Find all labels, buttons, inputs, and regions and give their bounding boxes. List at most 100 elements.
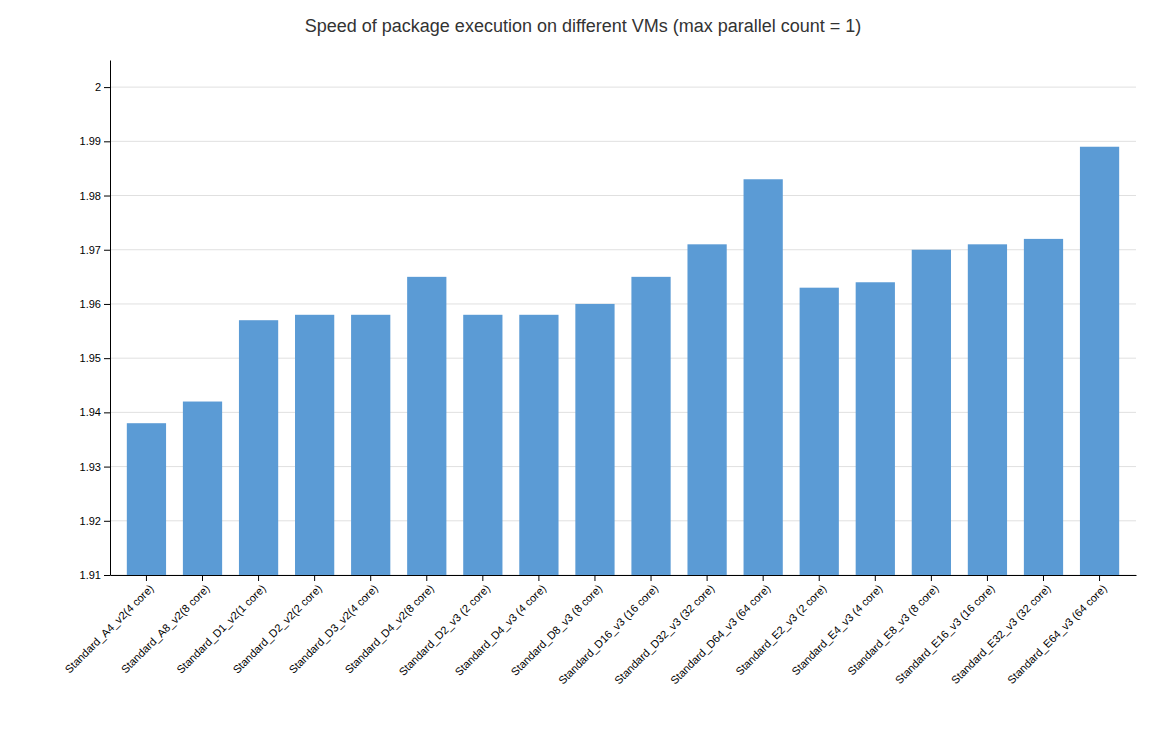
x-tick-label: Standard_D1_v2(1 core): [174, 582, 268, 676]
x-tick-mark: [202, 575, 203, 581]
y-tick-mark: [104, 575, 110, 576]
x-axis: Standard_A4_v2(4 core)Standard_A8_v2(8 c…: [63, 575, 1137, 687]
bar: [1024, 239, 1063, 575]
y-tick: 1.92: [80, 515, 110, 527]
bar: [239, 320, 278, 575]
x-tick: Standard_D32_v3 (32 core): [612, 575, 716, 687]
y-tick: 1.98: [80, 190, 110, 202]
x-tick-mark: [1043, 575, 1044, 581]
x-tick: Standard_E32_v3 (32 core): [949, 575, 1053, 686]
bar: [631, 277, 670, 575]
y-tick-label: 1.91: [80, 569, 101, 581]
bar: [407, 277, 446, 575]
title: Speed of package execution on different …: [305, 16, 862, 36]
x-tick-mark: [482, 575, 483, 581]
x-tick-mark: [538, 575, 539, 581]
x-tick-mark: [875, 575, 876, 581]
x-tick: Standard_D16_v3 (16 core): [556, 575, 660, 687]
x-tick-mark: [707, 575, 708, 581]
x-tick-mark: [258, 575, 259, 581]
x-tick-label: Standard_E2_v3 (2 core): [733, 582, 828, 677]
x-tick: Standard_E4_v3 (4 core): [789, 575, 884, 677]
bar: [856, 282, 895, 575]
y-tick-label: 1.93: [80, 461, 101, 473]
bar: [912, 250, 951, 575]
x-tick-label: Standard_D4_v2(8 core): [342, 582, 436, 676]
y-tick-label: 1.92: [80, 515, 101, 527]
bar: [687, 244, 726, 575]
bar: [968, 244, 1007, 575]
y-tick-label: 2: [95, 81, 101, 93]
chart: 1.911.921.931.941.951.961.971.981.992Sta…: [0, 0, 1166, 735]
x-tick-label: Standard_A8_v2(8 core): [119, 582, 212, 675]
y-tick-mark: [104, 467, 110, 468]
x-tick-label: Standard_A4_v2(4 core): [63, 582, 156, 675]
x-tick: Standard_D2_v3 (2 core): [396, 575, 492, 678]
x-tick: Standard_E8_v3 (8 core): [845, 575, 940, 677]
bars: [127, 147, 1119, 575]
grid: [110, 87, 1136, 575]
bar: [183, 402, 222, 575]
x-tick-mark: [987, 575, 988, 581]
grid-line: [110, 87, 1136, 88]
plot: 1.911.921.931.941.951.961.971.981.992Sta…: [63, 61, 1137, 687]
x-tick: Standard_E16_v3 (16 core): [893, 575, 997, 686]
x-tick: Standard_D8_v3 (8 core): [508, 575, 604, 678]
x-tick: Standard_D4_v3 (4 core): [452, 575, 548, 678]
x-tick-mark: [146, 575, 147, 581]
x-tick-mark: [763, 575, 764, 581]
y-axis: 1.911.921.931.941.951.961.971.981.992: [80, 61, 111, 582]
x-tick-mark: [931, 575, 932, 581]
y-tick-mark: [104, 196, 110, 197]
x-tick-label: Standard_D64_v3 (64 core): [668, 582, 772, 686]
grid-line: [110, 195, 1136, 196]
bar: [295, 315, 334, 575]
x-tick-label: Standard_E4_v3 (4 core): [789, 582, 884, 677]
y-tick-mark: [104, 87, 110, 88]
x-tick: Standard_E64_v3 (64 core): [1005, 575, 1109, 686]
y-tick-label: 1.97: [80, 244, 101, 256]
x-tick-mark: [314, 575, 315, 581]
x-tick-mark: [1099, 575, 1100, 581]
y-tick-label: 1.94: [80, 406, 101, 418]
x-tick-label: Standard_D2_v3 (2 core): [396, 582, 492, 678]
x-tick-label: Standard_D32_v3 (32 core): [612, 582, 716, 686]
x-tick-label: Standard_E16_v3 (16 core): [893, 582, 997, 686]
x-tick-label: Standard_D4_v3 (4 core): [452, 582, 548, 678]
bar: [744, 179, 783, 575]
bar: [519, 315, 558, 575]
x-tick-label: Standard_D16_v3 (16 core): [556, 582, 660, 686]
y-tick-mark: [104, 358, 110, 359]
grid-line: [110, 141, 1136, 142]
y-tick-label: 1.96: [80, 298, 101, 310]
x-axis-line: [111, 575, 1137, 576]
x-tick-mark: [426, 575, 427, 581]
y-tick-mark: [104, 304, 110, 305]
y-tick-mark: [104, 412, 110, 413]
y-tick-label: 1.98: [80, 190, 101, 202]
bar: [800, 288, 839, 575]
x-tick-label: Standard_E32_v3 (32 core): [949, 582, 1053, 686]
x-tick-label: Standard_D8_v3 (8 core): [508, 582, 604, 678]
x-tick-label: Standard_D3_v2(4 core): [286, 582, 380, 676]
bar: [127, 423, 166, 575]
y-tick: 1.94: [80, 406, 110, 418]
bar: [575, 304, 614, 575]
x-tick-label: Standard_E8_v3 (8 core): [845, 582, 940, 677]
x-tick-mark: [819, 575, 820, 581]
y-tick-label: 1.99: [80, 135, 101, 147]
bar: [463, 315, 502, 575]
y-tick: 1.96: [80, 298, 110, 310]
y-axis-line: [110, 61, 111, 576]
y-tick-mark: [104, 521, 110, 522]
x-tick-mark: [651, 575, 652, 581]
y-tick: 1.99: [80, 135, 110, 147]
x-tick: Standard_D64_v3 (64 core): [668, 575, 772, 687]
y-tick: 2: [95, 81, 110, 93]
bar: [1080, 147, 1119, 575]
x-tick: Standard_E2_v3 (2 core): [733, 575, 828, 677]
y-tick-mark: [104, 141, 110, 142]
x-tick-label: Standard_E64_v3 (64 core): [1005, 582, 1109, 686]
x-tick-mark: [594, 575, 595, 581]
x-tick-label: Standard_D2_v2(2 core): [230, 582, 324, 676]
